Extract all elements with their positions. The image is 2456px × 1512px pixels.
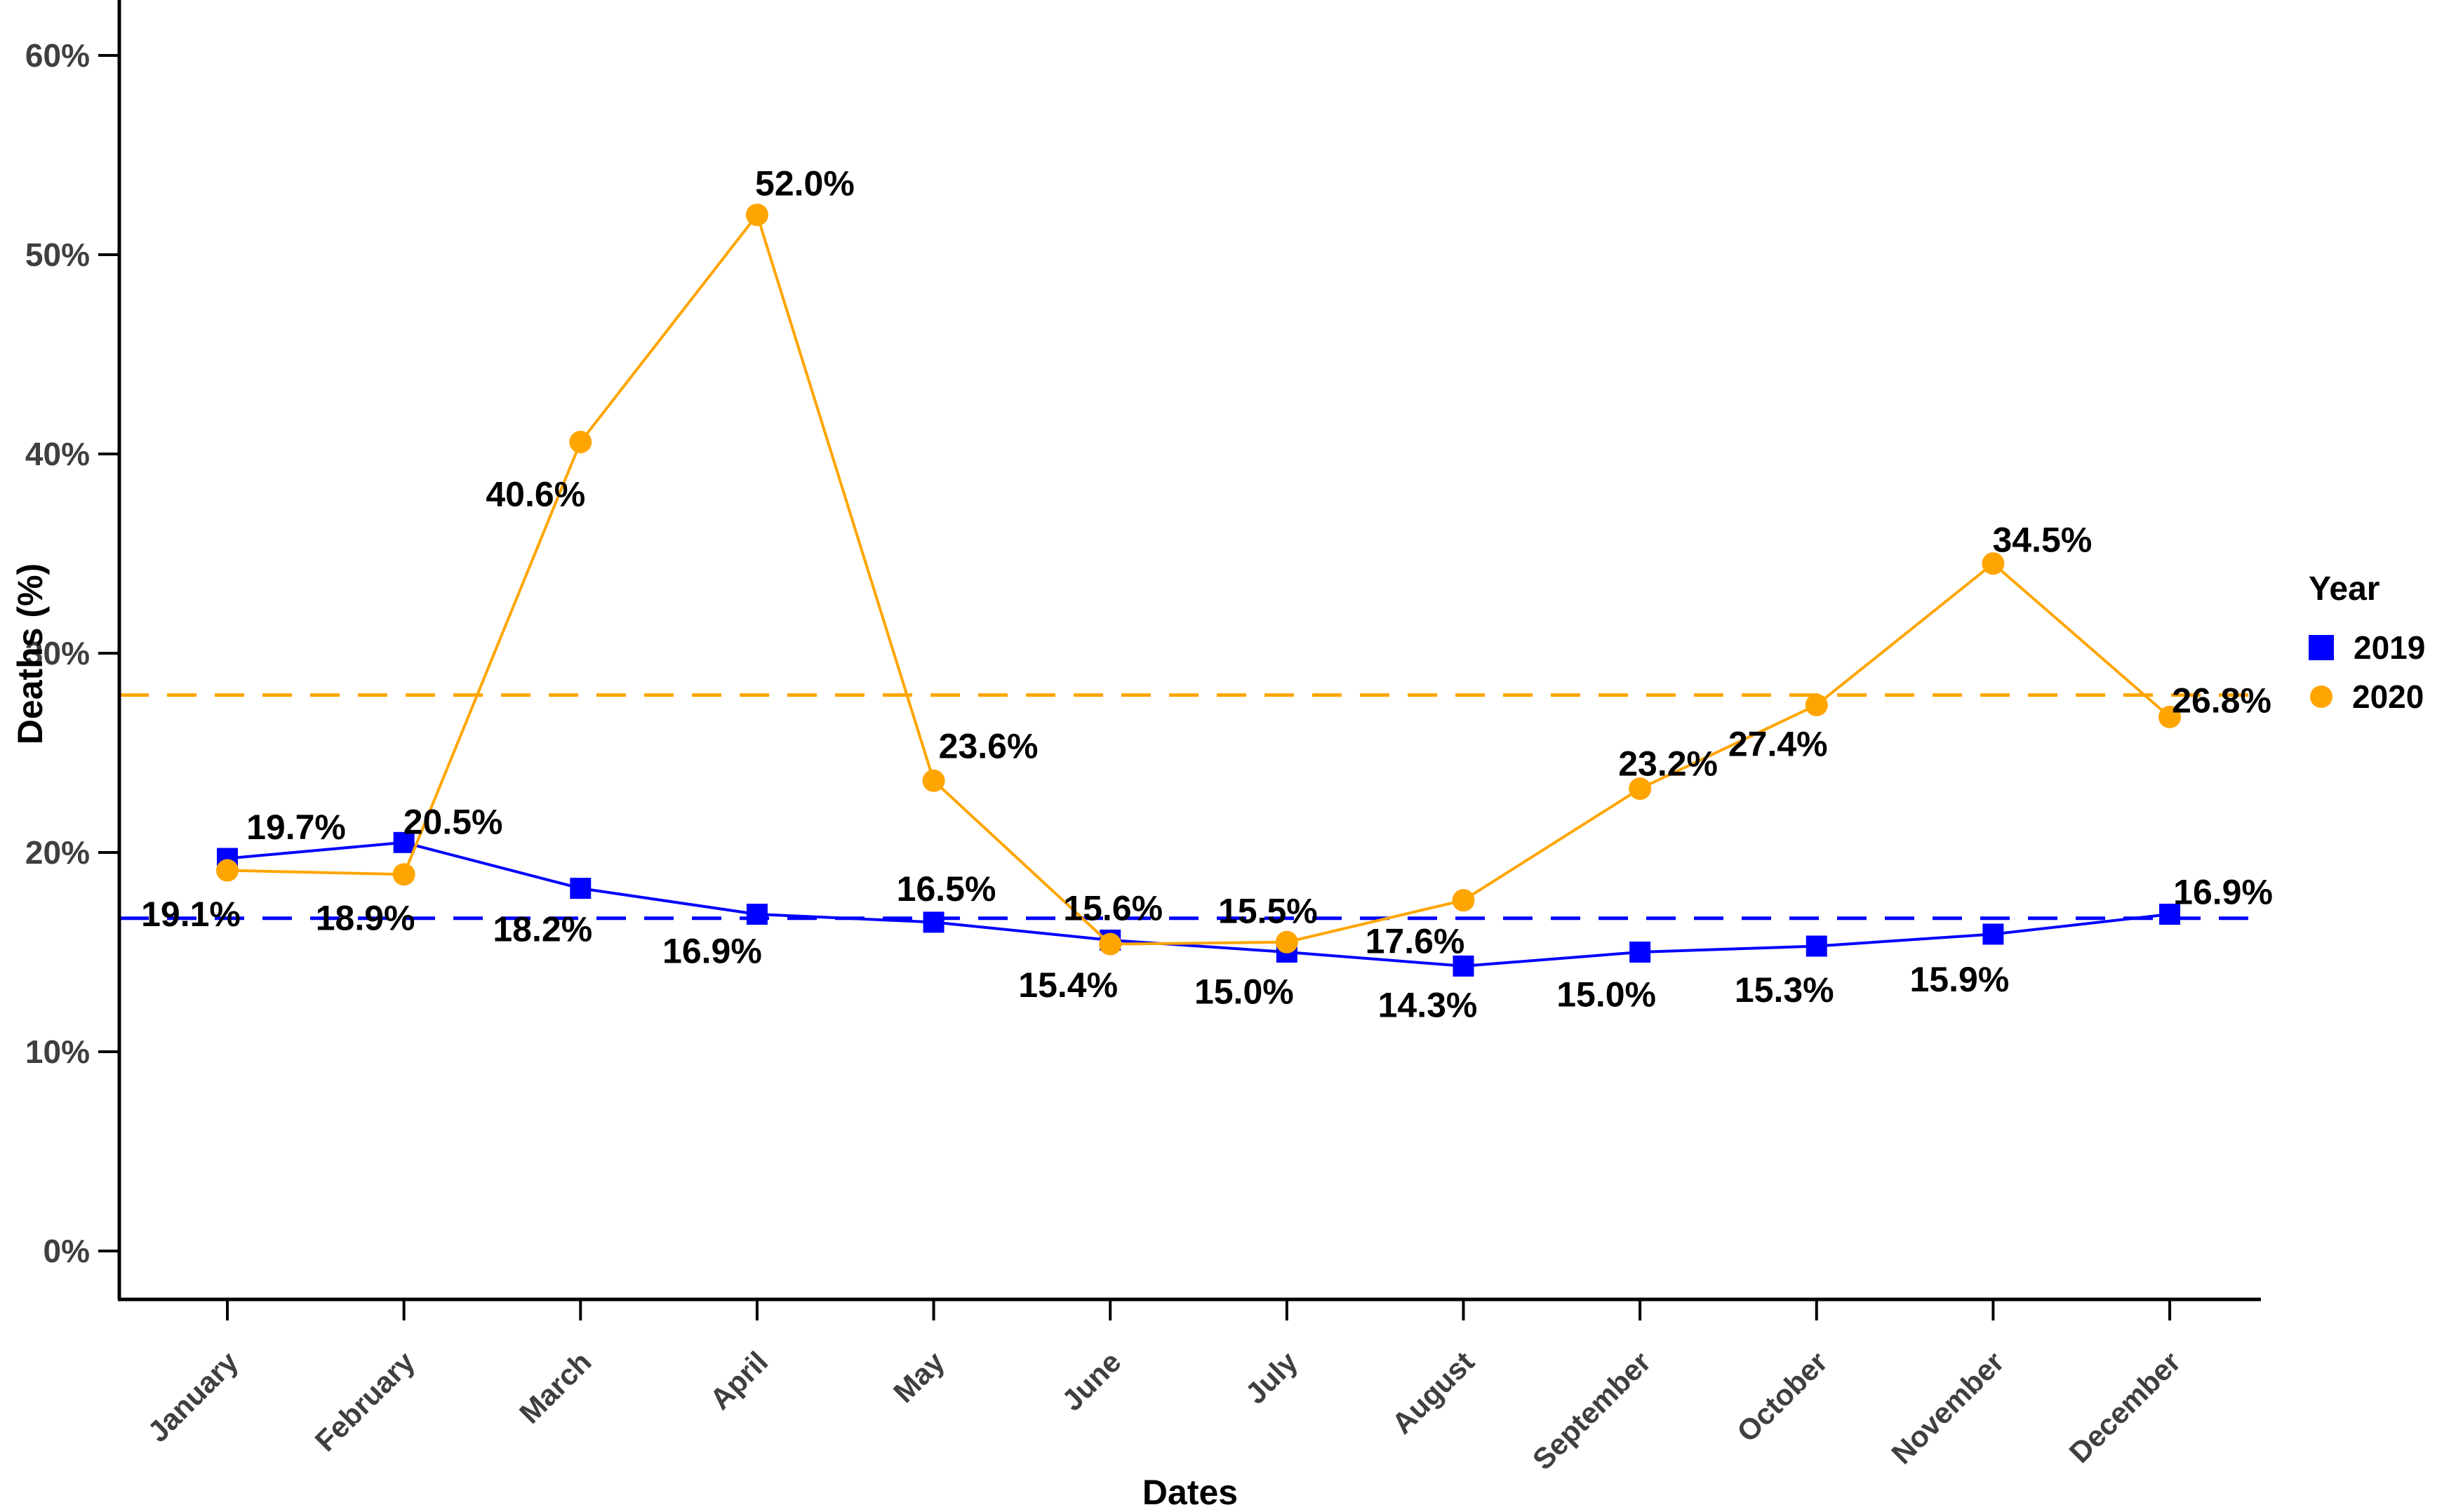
marker-2020-august: [1452, 889, 1475, 912]
y-tick-label: 50%: [25, 236, 90, 273]
marker-2019-august: [1453, 955, 1474, 977]
legend-item-2020: 2020: [2309, 678, 2425, 715]
point-label-2019-november: 15.9%: [1910, 960, 2010, 999]
point-label-2019-may: 16.5%: [897, 869, 996, 909]
marker-2020-december: [2158, 705, 2182, 728]
marker-2019-november: [1982, 923, 2004, 945]
y-tick-label: 0%: [44, 1233, 90, 1269]
marker-2019-october: [1806, 935, 1827, 957]
marker-2020-november: [1982, 552, 2005, 575]
marker-2019-february: [393, 831, 415, 853]
point-label-2020-march: 40.6%: [486, 474, 585, 514]
y-tick-label: 30%: [25, 635, 90, 671]
legend-swatch-2019-square-icon: [2309, 635, 2334, 660]
series-line-2020: [227, 211, 2171, 946]
y-tick-label: 60%: [25, 37, 90, 74]
point-label-2020-july: 15.5%: [1218, 891, 1318, 930]
x-tick-label-august: August: [1385, 1345, 1481, 1440]
x-tick-label-june: June: [1055, 1345, 1128, 1417]
legend-item-2019: 2019: [2309, 629, 2426, 666]
marker-2020-february: [392, 863, 415, 886]
marker-2020-october: [1805, 693, 1828, 716]
point-label-2020-november: 34.5%: [1993, 521, 2093, 560]
x-tick-label-january: January: [141, 1345, 245, 1449]
x-tick-label-december: December: [2063, 1345, 2187, 1469]
legend-label-2019: 2019: [2354, 629, 2426, 666]
point-label-2020-september: 23.2%: [1618, 744, 1718, 784]
point-label-2020-august: 17.6%: [1366, 922, 1465, 961]
marker-2019-march: [570, 878, 592, 899]
y-tick-label: 20%: [25, 834, 90, 871]
point-label-2019-april: 16.9%: [662, 932, 762, 971]
point-label-2020-december: 26.8%: [2172, 681, 2271, 720]
x-tick-label-october: October: [1730, 1345, 1834, 1448]
marker-2019-december: [2159, 904, 2181, 925]
x-tick-label-november: November: [1885, 1345, 2010, 1470]
point-label-2019-february: 20.5%: [403, 802, 503, 841]
legend: Year 2019 2020: [2309, 570, 2426, 715]
marker-2020-april: [745, 203, 768, 227]
marker-2020-september: [1629, 777, 1652, 801]
point-label-2019-december: 16.9%: [2173, 873, 2273, 912]
point-label-2019-october: 15.3%: [1735, 970, 1834, 1010]
point-label-2019-june: 15.6%: [1063, 888, 1163, 928]
x-tick-label-september: September: [1526, 1345, 1657, 1476]
y-tick-label: 10%: [25, 1033, 90, 1070]
x-tick-label-may: May: [887, 1345, 951, 1409]
point-label-2020-june: 15.4%: [1018, 965, 1118, 1005]
marker-2019-april: [746, 904, 768, 925]
x-tick-label-march: March: [513, 1345, 598, 1430]
x-tick-label-april: April: [703, 1345, 774, 1416]
point-label-2020-february: 18.9%: [316, 899, 415, 938]
point-label-2020-january: 19.1%: [141, 895, 241, 934]
y-tick-label: 40%: [25, 436, 90, 472]
point-label-2019-march: 18.2%: [493, 910, 592, 949]
x-tick-label-july: July: [1239, 1345, 1304, 1410]
point-label-2019-july: 15.0%: [1194, 972, 1294, 1012]
marker-2019-may: [923, 911, 945, 933]
legend-title: Year: [2309, 570, 2380, 608]
point-label-2019-september: 15.0%: [1556, 975, 1656, 1015]
marker-2020-july: [1275, 930, 1298, 954]
point-label-2020-may: 23.6%: [939, 726, 1039, 765]
legend-swatch-2020-circle-icon: [2310, 685, 2332, 708]
legend-label-2020: 2020: [2352, 678, 2424, 715]
marker-2020-march: [569, 430, 592, 453]
marker-2020-may: [922, 769, 945, 792]
y-axis-title: Deaths (%): [11, 563, 50, 745]
series-line-2019: [227, 841, 2170, 968]
point-label-2020-october: 27.4%: [1728, 724, 1828, 763]
marker-2020-june: [1099, 932, 1122, 956]
marker-2019-september: [1629, 942, 1651, 963]
point-label-2020-april: 52.0%: [755, 164, 855, 203]
x-tick-label-february: February: [309, 1345, 422, 1458]
point-label-2019-january: 19.7%: [246, 808, 346, 847]
marker-2020-january: [216, 859, 239, 882]
x-axis-title: Dates: [1142, 1473, 1239, 1512]
point-label-2019-august: 14.3%: [1378, 985, 1478, 1024]
